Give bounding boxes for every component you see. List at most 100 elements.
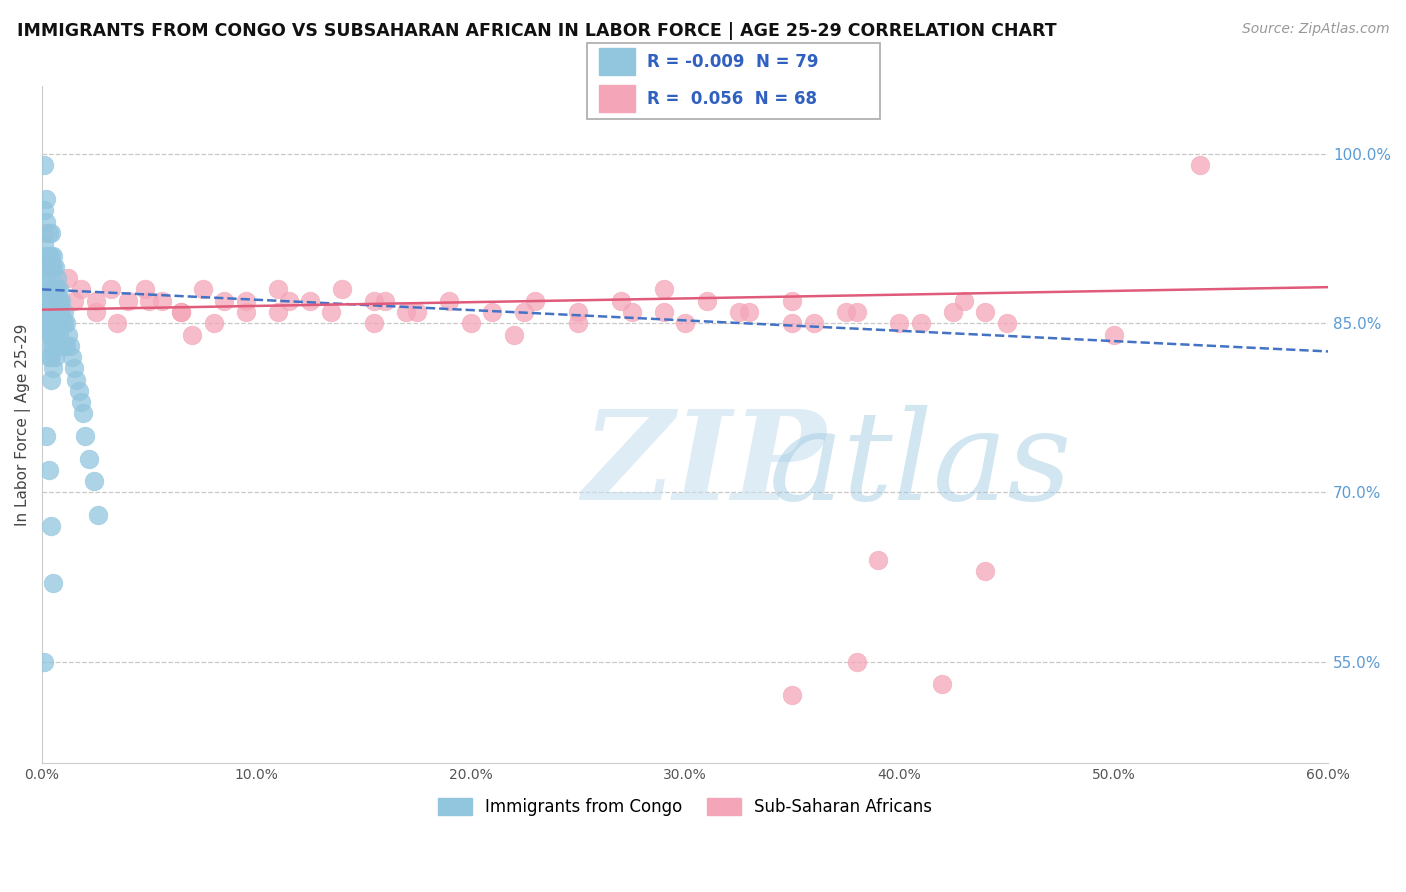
Point (38, 248, 60, 262)
Point (46, 316, 69, 330)
Point (330, 282, 353, 296)
Point (100, 282, 122, 296)
Point (87, 508, 110, 522)
Point (55, 339, 77, 353)
Point (42, 575, 65, 590)
Text: Source: ZipAtlas.com: Source: ZipAtlas.com (1241, 22, 1389, 37)
Point (38, 293, 60, 308)
Point (105, 316, 128, 330)
Point (610, 293, 633, 308)
Point (39, 226, 62, 240)
Point (42, 327, 65, 342)
Point (38, 327, 60, 342)
Point (1102, 327, 1125, 342)
Point (202, 316, 225, 330)
Point (942, 305, 965, 319)
Point (277, 293, 299, 308)
Point (567, 316, 589, 330)
Point (35, 192, 58, 206)
Point (42, 316, 65, 330)
Point (44, 305, 66, 319)
Point (214, 293, 236, 308)
Text: ZIP: ZIP (582, 405, 825, 526)
Point (267, 282, 290, 296)
Point (44, 293, 66, 308)
Point (46, 282, 69, 296)
Text: R =  0.056  N = 68: R = 0.056 N = 68 (647, 90, 817, 108)
Point (63, 361, 86, 376)
Point (55, 316, 77, 330)
Point (39, 373, 62, 387)
Point (39, 327, 62, 342)
Point (46, 271, 69, 285)
Point (84, 293, 107, 308)
Point (39, 519, 62, 533)
Point (42, 305, 65, 319)
FancyBboxPatch shape (586, 44, 880, 119)
Point (513, 305, 536, 319)
Point (803, 316, 825, 330)
Point (32, 226, 55, 240)
Point (60, 350, 83, 364)
Point (35, 271, 58, 285)
Point (138, 293, 160, 308)
Point (738, 305, 761, 319)
Point (39, 271, 62, 285)
Point (267, 305, 290, 319)
Point (48, 293, 70, 308)
Point (38, 282, 60, 296)
Point (51, 316, 73, 330)
Point (567, 305, 589, 319)
Point (835, 305, 858, 319)
Point (35, 293, 58, 308)
Point (63, 293, 86, 308)
Point (48, 293, 70, 308)
Point (673, 316, 696, 330)
Point (69, 395, 91, 409)
Point (32, 237, 55, 252)
Point (439, 293, 461, 308)
Point (321, 305, 343, 319)
Legend: Immigrants from Congo, Sub-Saharan Africans: Immigrants from Congo, Sub-Saharan Afric… (432, 791, 939, 822)
Point (481, 305, 503, 319)
Point (52, 339, 75, 353)
Point (42, 282, 65, 296)
Text: IMMIGRANTS FROM CONGO VS SUBSAHARAN AFRICAN IN LABOR FORCE | AGE 25-29 CORRELATI: IMMIGRANTS FROM CONGO VS SUBSAHARAN AFRI… (17, 22, 1056, 40)
Point (235, 293, 257, 308)
Point (32, 158, 55, 172)
Point (67, 384, 90, 398)
Text: atlas: atlas (769, 405, 1073, 526)
Point (73, 429, 96, 443)
Point (46, 293, 69, 308)
Point (363, 316, 385, 330)
Point (235, 305, 257, 319)
Point (69, 282, 91, 296)
Point (44, 260, 66, 274)
Point (39, 260, 62, 274)
Point (889, 316, 911, 330)
Point (652, 282, 675, 296)
Point (524, 293, 547, 308)
Point (38, 463, 60, 477)
Point (299, 293, 322, 308)
Point (42, 248, 65, 262)
Point (38, 305, 60, 319)
Point (363, 293, 385, 308)
Point (191, 282, 214, 296)
Point (39, 293, 62, 308)
Point (170, 305, 193, 319)
Point (48, 282, 70, 296)
Point (59, 339, 82, 353)
Point (52, 305, 75, 319)
Point (38, 316, 60, 330)
Point (38, 260, 60, 274)
Point (1188, 158, 1211, 172)
Point (782, 316, 804, 330)
Point (866, 553, 889, 567)
Point (652, 305, 675, 319)
Point (727, 305, 749, 319)
Point (39, 350, 62, 364)
Point (974, 305, 997, 319)
Point (38, 226, 60, 240)
Point (38, 350, 60, 364)
